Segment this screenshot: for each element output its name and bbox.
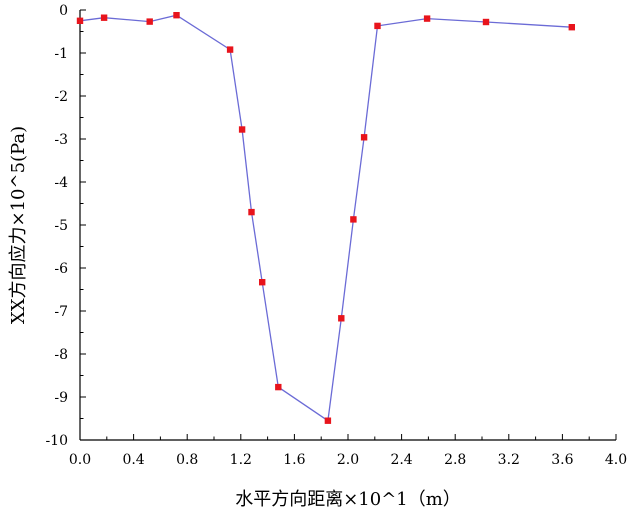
data-point (275, 383, 282, 391)
data-series (76, 12, 575, 424)
data-point (423, 15, 431, 22)
x-tick-label: 3.2 (498, 452, 520, 468)
data-point (338, 315, 345, 322)
y-tick-label: -10 (45, 433, 68, 449)
x-tick-label: 2.8 (444, 452, 466, 468)
x-tick-label: 4.0 (605, 452, 627, 468)
data-point (360, 134, 368, 141)
axes (79, 10, 616, 441)
x-axis-title: 水平方向距离×10^1（m） (235, 489, 461, 510)
y-tick-label: -8 (54, 347, 68, 363)
data-point (350, 216, 357, 223)
x-tick-label: 2.4 (390, 452, 412, 468)
data-point (146, 18, 153, 25)
y-tick-label: 0 (59, 3, 68, 19)
y-tick-label: -4 (54, 175, 68, 191)
y-tick-label: -7 (54, 304, 68, 320)
series-line (79, 14, 572, 422)
x-tick-label: 2.0 (337, 452, 359, 468)
data-point (248, 208, 255, 216)
data-point (324, 417, 332, 424)
data-point (259, 279, 266, 286)
y-tick-label: -5 (54, 218, 68, 234)
y-axis-title: XX方向应力×10^5(Pa) (8, 126, 29, 324)
x-axis-ticks: 0.0 0.4 0.8 1.2 1.6 2.0 2.4 2.8 3.2 3.6 4.0 (69, 434, 627, 468)
data-point (76, 17, 84, 24)
x-tick-label: 0.8 (176, 452, 198, 468)
y-tick-label: -3 (54, 132, 68, 148)
data-point (482, 18, 490, 26)
data-point (173, 12, 180, 19)
x-tick-label: 0.0 (69, 452, 91, 468)
y-tick-label: -6 (54, 261, 68, 277)
y-tick-label: -1 (54, 46, 68, 62)
data-point (100, 14, 108, 21)
data-point (568, 24, 575, 31)
x-tick-label: 1.6 (283, 452, 305, 468)
x-tick-label: 1.2 (230, 452, 252, 468)
y-axis-ticks: 0 -1 -2 -3 -4 -5 -6 -7 -8 -9 -10 (45, 3, 86, 449)
x-tick-label: 3.6 (551, 452, 573, 468)
y-tick-label: -9 (54, 390, 68, 406)
y-tick-label: -2 (54, 89, 68, 105)
data-point (374, 22, 381, 30)
data-point (226, 46, 234, 53)
data-point (238, 126, 246, 133)
x-tick-label: 0.4 (122, 452, 144, 468)
